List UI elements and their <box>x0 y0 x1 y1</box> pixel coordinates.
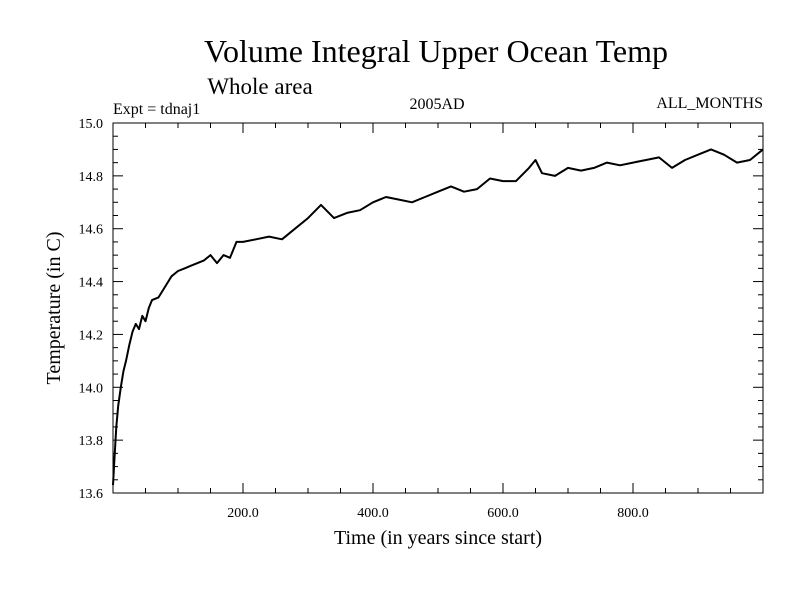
experiment-label: Expt = tdnaj1 <box>113 101 200 118</box>
series-line <box>112 148 764 486</box>
chart-subtitle: Whole area <box>207 74 312 99</box>
x-axis-label: Time (in years since start) <box>334 527 542 549</box>
months-label: ALL_MONTHS <box>656 95 763 112</box>
x-tick-label: 800.0 <box>617 506 649 521</box>
x-tick-label: 600.0 <box>487 506 519 521</box>
y-tick-label: 14.6 <box>79 223 104 238</box>
x-axis-ticks: 200.0 400.0 600.0 800.0 <box>145 123 731 521</box>
y-tick-label: 13.8 <box>79 434 104 449</box>
plot-frame <box>112 122 764 494</box>
y-axis-ticks: 13.6 13.8 14.0 14.2 14.4 14.6 14.8 15.0 <box>79 117 763 502</box>
series-layer <box>112 148 764 486</box>
year-label: 2005AD <box>409 96 464 113</box>
y-tick-label: 14.0 <box>79 381 104 396</box>
y-tick-label: 15.0 <box>79 117 104 132</box>
x-tick-label: 200.0 <box>227 506 259 521</box>
y-axis-label: Temperature (in C) <box>43 232 65 385</box>
y-tick-label: 13.6 <box>79 487 104 502</box>
chart-title: Volume Integral Upper Ocean Temp <box>204 33 668 69</box>
x-tick-label: 400.0 <box>357 506 389 521</box>
y-tick-label: 14.8 <box>79 170 104 185</box>
y-tick-label: 14.2 <box>79 328 104 343</box>
y-tick-label: 14.4 <box>79 276 104 291</box>
